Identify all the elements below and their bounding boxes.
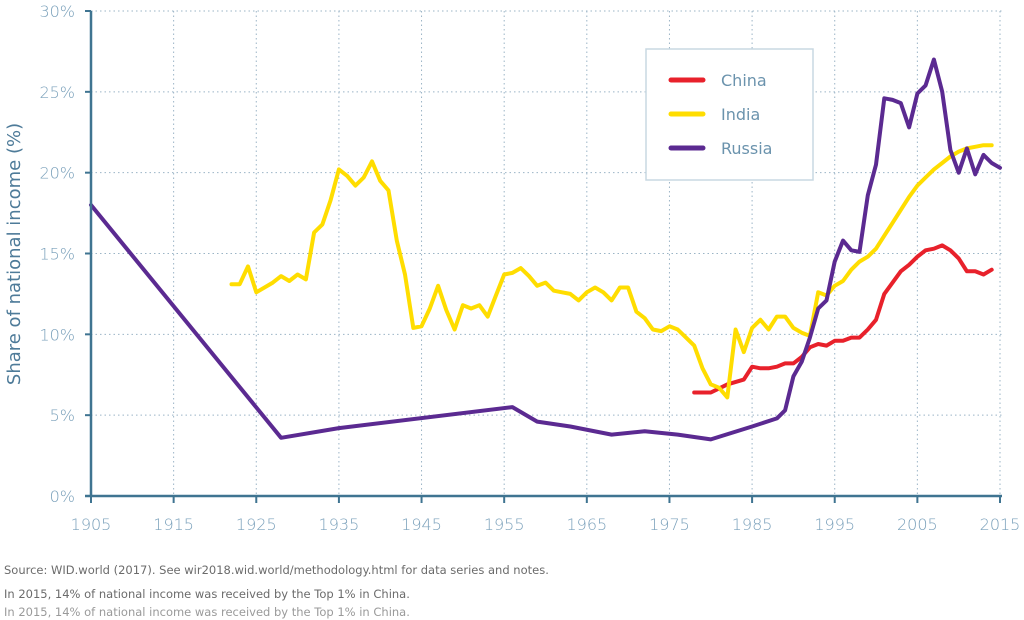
x-tick-label: 1945 <box>401 515 442 534</box>
y-tick-label: 10% <box>39 325 75 344</box>
legend-label-india: India <box>721 105 760 124</box>
caption-note: In 2015, 14% of national income was rece… <box>4 587 410 601</box>
y-tick-label: 20% <box>39 164 75 183</box>
y-tick-label: 5% <box>50 406 75 425</box>
x-tick-label: 1965 <box>566 515 607 534</box>
series-lines <box>89 57 1002 442</box>
legend-label-russia: Russia <box>721 139 772 158</box>
y-tick-label: 30% <box>39 2 75 21</box>
y-axis-ticks: 0% 5% 10% 15% 20% 25% 30% <box>39 2 91 506</box>
x-tick-label: 2005 <box>897 515 938 534</box>
x-axis-ticks: 1905 1915 1925 1935 1945 1955 1965 1975 1985 1995… <box>71 496 1021 534</box>
source-note: Source: WID.world (2017). See wir2018.wi… <box>4 563 549 577</box>
series-line-china <box>692 243 994 395</box>
x-tick-label: 1905 <box>71 515 112 534</box>
grid <box>91 10 1003 496</box>
x-tick-label: 1985 <box>732 515 773 534</box>
y-tick-label: 25% <box>39 83 75 102</box>
legend: China India Russia <box>645 48 814 181</box>
x-tick-label: 1915 <box>153 515 194 534</box>
series-line-russia <box>89 57 1002 442</box>
legend-label-china: China <box>721 71 767 90</box>
x-tick-label: 1925 <box>236 515 277 534</box>
y-tick-label: 0% <box>50 487 75 506</box>
y-tick-label: 15% <box>39 245 75 264</box>
x-tick-label: 1955 <box>484 515 525 534</box>
y-axis-title: Share of national income (%) <box>4 123 25 385</box>
line-chart: 1905 1915 1925 1935 1945 1955 1965 1975 1985 1995… <box>4 2 1021 534</box>
x-tick-label: 1935 <box>319 515 360 534</box>
x-tick-label: 1975 <box>649 515 690 534</box>
x-tick-label: 2015 <box>980 515 1021 534</box>
series-line-india <box>229 143 994 400</box>
notes: Source: WID.world (2017). See wir2018.wi… <box>4 563 1020 620</box>
x-tick-label: 1995 <box>814 515 855 534</box>
caption-note-overflow: In 2015, 14% of national income was rece… <box>4 605 410 619</box>
